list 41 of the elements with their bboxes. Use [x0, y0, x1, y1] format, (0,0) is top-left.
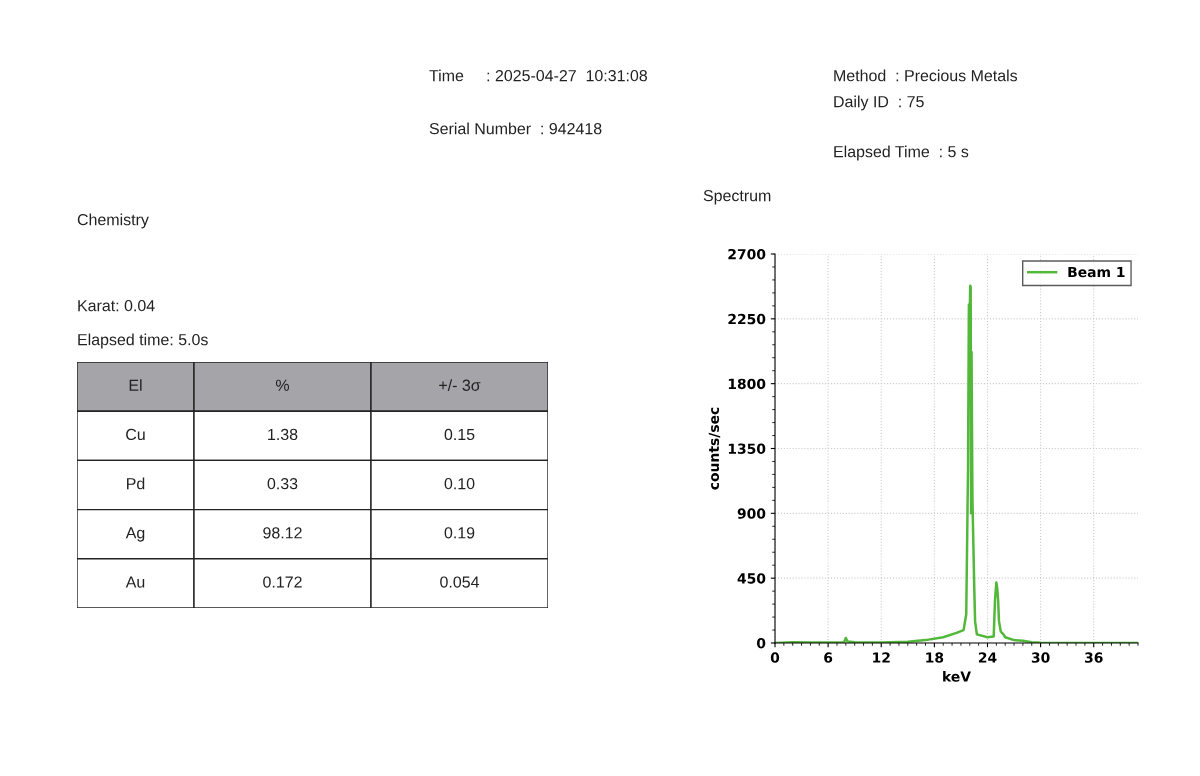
category-label: Pd [127, 477, 145, 490]
x-tick-label: 24 [978, 652, 997, 663]
x-tick-label: 18 [926, 652, 944, 663]
x-tick-label: 30 [1031, 652, 1050, 663]
text: Elapsed Time : 5 s [834, 145, 969, 161]
x-tick-label: 6 [824, 652, 833, 663]
text: 0.172 [263, 576, 302, 588]
chart-title: Spectrum [703, 189, 771, 205]
x-axis-title: keV [943, 671, 971, 682]
category-label: El [129, 379, 142, 391]
text: Serial Number : 942418 [429, 122, 602, 135]
text: Chemistry [77, 213, 149, 229]
text: 98.12 [263, 527, 302, 539]
text: Method : Precious Metals [834, 69, 1018, 82]
text: 0.33 [267, 477, 298, 490]
category-label: Cu [126, 428, 145, 441]
y-tick-label: 1350 [728, 443, 766, 454]
legend-label: Beam 1 [1068, 266, 1125, 278]
x-tick-label: 0 [770, 652, 780, 663]
y-axis-title: counts/sec [708, 407, 721, 490]
text: 0.19 [444, 527, 475, 539]
text: Time : 2025-04-27 10:31:08 [429, 69, 648, 82]
text: 0.10 [444, 477, 475, 490]
category-label: % [275, 379, 290, 391]
y-tick-label: 450 [737, 573, 766, 584]
x-tick-label: 12 [873, 652, 890, 663]
y-tick-label: 2700 [728, 248, 766, 260]
y-tick-label: 0 [756, 637, 766, 649]
text: Daily ID : 75 [834, 95, 924, 111]
y-tick-label: 2250 [728, 313, 766, 325]
text: 0.15 [444, 428, 475, 441]
y-tick-label: 900 [737, 508, 766, 519]
category-label: +/- 3σ [439, 379, 481, 391]
y-tick-label: 1800 [728, 378, 766, 390]
category-label: Ag [125, 527, 145, 542]
x-tick-label: 36 [1085, 652, 1103, 663]
text: Karat: 0.04 [78, 299, 155, 312]
text: 1.38 [268, 428, 298, 441]
text: Elapsed time: 5.0s [78, 333, 208, 349]
text: 0.054 [440, 576, 480, 588]
category-label: Au [125, 576, 145, 588]
